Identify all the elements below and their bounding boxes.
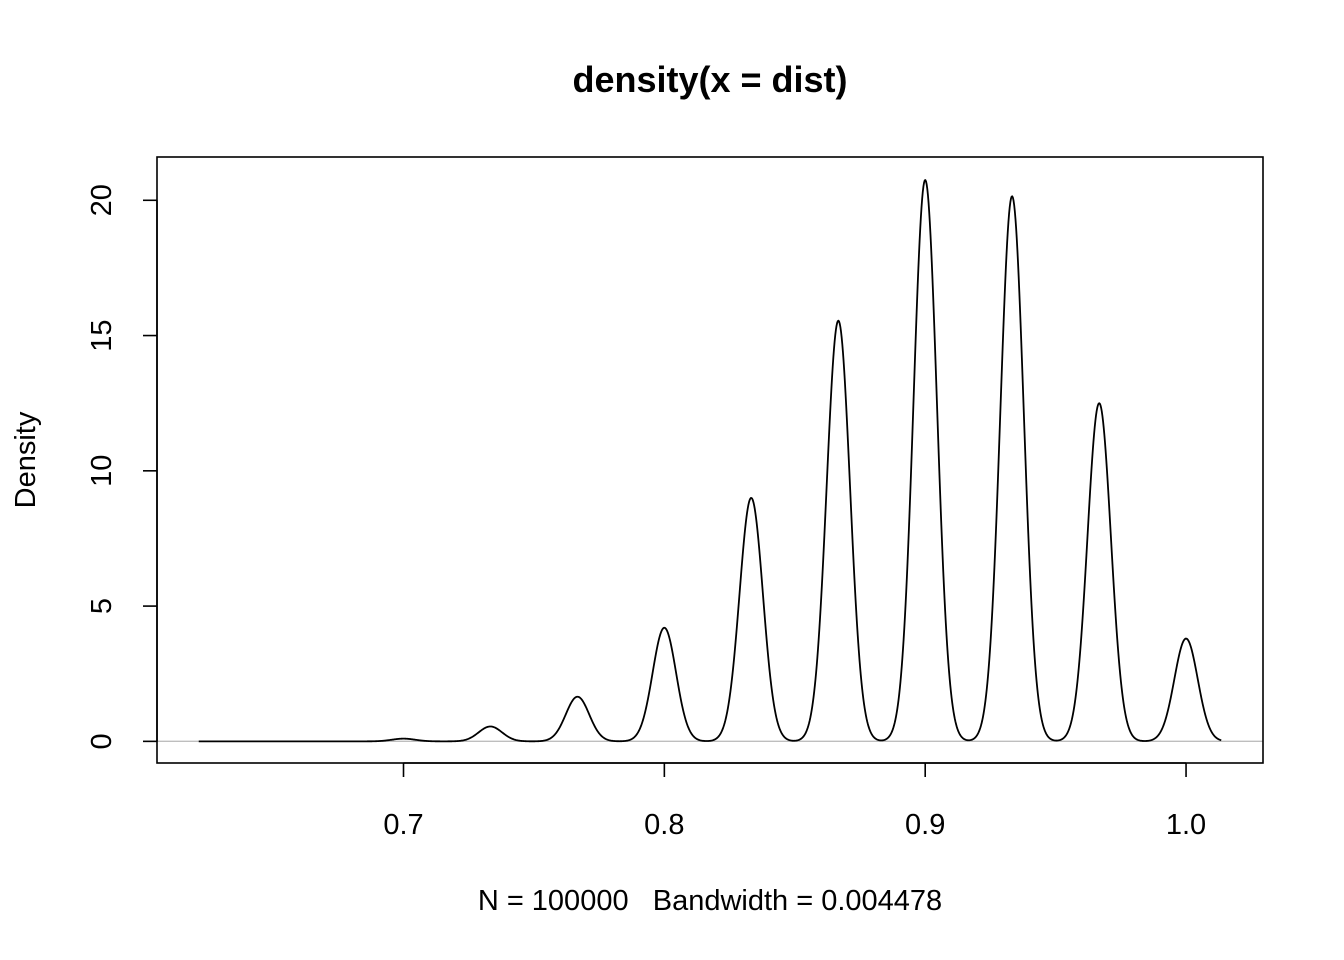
x-tick-label: 0.7 — [383, 809, 423, 841]
x-tick-label: 0.9 — [905, 809, 945, 841]
density-curve — [198, 179, 1222, 743]
chart-title: density(x = dist) — [572, 59, 847, 100]
y-tick-label: 20 — [86, 184, 118, 216]
y-tick-label: 0 — [86, 733, 118, 749]
y-tick-label: 15 — [86, 319, 118, 351]
x-axis-label: N = 100000 Bandwidth = 0.004478 — [478, 885, 942, 917]
x-axis: 0.7 0.8 0.9 1.0 — [383, 762, 1206, 841]
y-tick-label: 10 — [86, 455, 118, 487]
y-axis-label: Density — [10, 411, 42, 508]
x-tick-label: 0.8 — [644, 809, 684, 841]
y-axis: 0 5 10 15 20 — [86, 184, 158, 749]
y-tick-label: 5 — [86, 598, 118, 614]
plot-frame — [156, 156, 1264, 764]
x-tick-label: 1.0 — [1166, 809, 1206, 841]
